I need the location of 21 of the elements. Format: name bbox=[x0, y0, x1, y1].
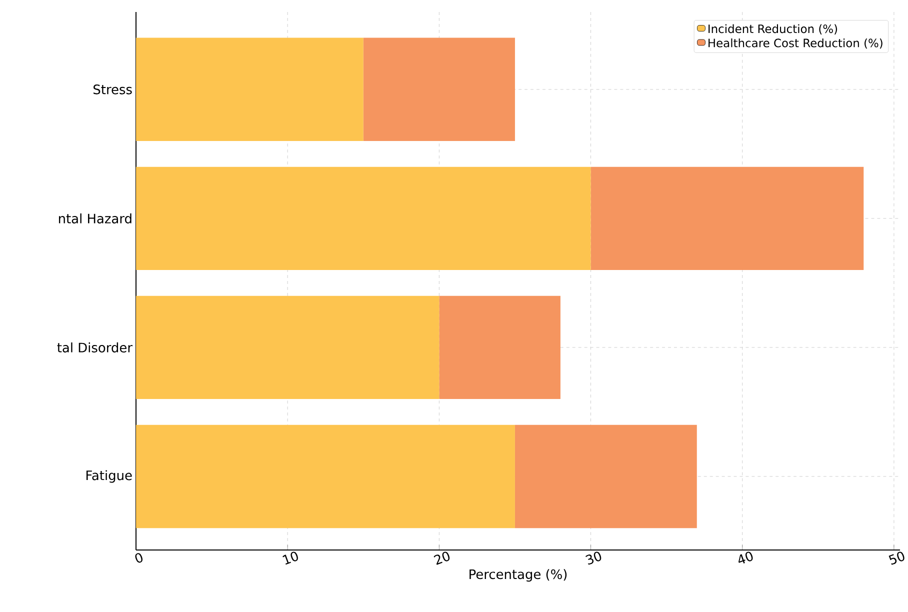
x-axis-title: Percentage (%) bbox=[470, 569, 567, 582]
x-tick-label: 20 bbox=[434, 552, 450, 565]
bar bbox=[439, 296, 560, 400]
bar bbox=[514, 424, 697, 528]
x-tick-label: 40 bbox=[738, 552, 753, 564]
bar bbox=[136, 296, 440, 400]
y-tick-label: ntal Hazard bbox=[58, 213, 132, 224]
legend-label: Healthcare Cost Reduction (%) bbox=[708, 38, 882, 49]
x-tick-label: 10 bbox=[282, 552, 298, 565]
bar bbox=[136, 166, 591, 270]
bar bbox=[363, 38, 515, 142]
x-tick-label: 30 bbox=[586, 552, 602, 565]
y-tick-label: tal Disorder bbox=[57, 342, 132, 352]
x-tick-label: 0 bbox=[135, 553, 143, 563]
x-tick-label: 50 bbox=[888, 552, 904, 565]
y-tick-label: Stress bbox=[94, 84, 132, 94]
legend-label: Incident Reduction (%) bbox=[708, 24, 838, 34]
bar bbox=[136, 38, 364, 142]
bar bbox=[136, 424, 515, 528]
bar bbox=[590, 166, 864, 270]
y-tick-label: Fatigue bbox=[86, 470, 132, 483]
